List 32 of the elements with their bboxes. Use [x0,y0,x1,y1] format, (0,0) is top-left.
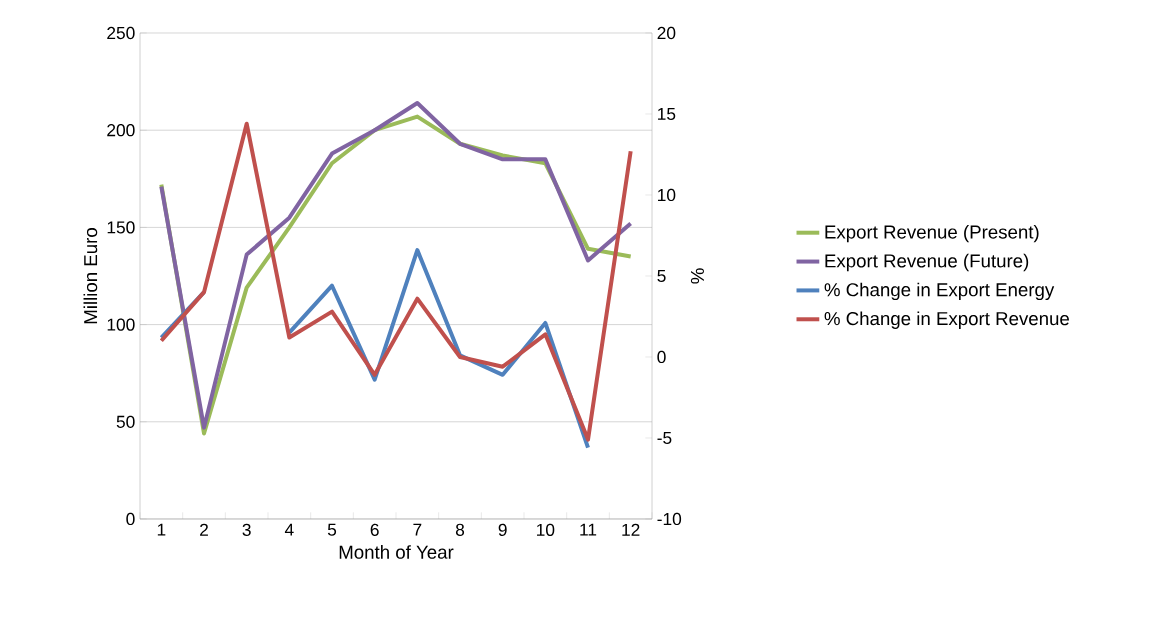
x-tick-label: 3 [242,523,251,536]
y-tick-label: 250 [107,26,135,40]
y2-tick-label: -5 [657,431,672,445]
legend-label: % Change in Export Energy [824,282,1055,301]
x-tick-label: 2 [200,523,208,536]
y2-tick-label: 10 [658,188,676,202]
x-tick-label: 6 [370,523,379,536]
y-tick-label: 100 [107,318,135,331]
x-tick-label: 7 [413,523,422,536]
x-tick-label: 4 [284,523,294,536]
y2-tick-label: -10 [657,512,682,526]
y2-tick-label: 15 [658,107,676,121]
x-tick-label: 9 [498,523,507,536]
y-tick-label: 0 [126,512,135,526]
y2-tick-label: 20 [657,26,676,40]
y2-axis-title: % [690,268,704,284]
x-tick-label: 10 [537,523,555,536]
x-tick-label: 1 [157,523,166,536]
legend-label: Export Revenue (Future) [825,253,1029,272]
legend-label: % Change in Export Revenue [824,311,1069,329]
y-tick-label: 150 [107,221,135,234]
y-tick-label: 50 [116,415,135,428]
y-axis-title: Million Euro [83,228,98,324]
legend-label: Export Revenue (Present) [825,224,1039,243]
x-tick-label: 5 [327,523,337,536]
x-axis-title: Month of Year [339,545,454,559]
y2-tick-label: 5 [657,269,666,283]
x-tick-label: 8 [455,523,465,536]
x-tick-label: 11 [580,523,597,536]
x-tick-label: 12 [622,523,640,536]
y-tick-label: 200 [107,124,135,137]
y2-tick-label: 0 [657,350,666,364]
